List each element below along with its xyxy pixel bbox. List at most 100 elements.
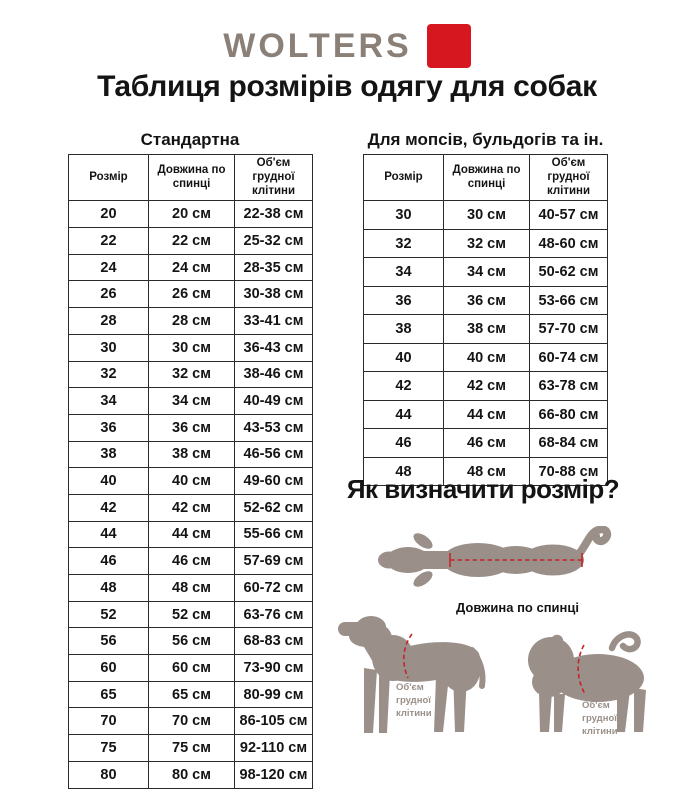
size-row: 44 44 см 66-80 см [363,399,608,430]
size-cell: 80 см [148,760,235,789]
size-cell: 26 [68,280,149,309]
size-cell: 73-90 см [234,654,313,682]
standard-table-title: Стандартна [140,130,240,149]
column-header: Об'єм грудної клітини [234,153,313,202]
size-row: 52 52 см 63-76 см [68,600,313,629]
size-row: 38 38 см 57-70 см [363,314,608,344]
size-cell: 34 см [443,257,530,287]
size-row: 32 32 см 48-60 см [363,228,608,259]
size-cell: 46 см [148,547,235,576]
size-cell: 63-78 см [529,371,608,401]
size-cell: 55-66 см [234,520,313,549]
size-cell: 43-53 см [234,413,313,442]
size-cell: 30-38 см [234,280,313,309]
size-cell: 56 см [148,627,235,656]
size-row: 36 36 см 43-53 см [68,413,313,442]
size-row: 38 38 см 46-56 см [68,440,313,469]
size-cell: 30 [68,333,149,362]
brand-logo-mark-icon [426,24,471,68]
size-cell: 70-88 см [529,456,608,487]
size-cell: 34 см [148,387,235,415]
size-cell: 40 см [148,467,235,495]
size-row: 48 48 см 60-72 см [68,574,313,602]
column-header: Об'єм грудної клітини [529,153,608,202]
size-row: 30 30 см 40-57 см [363,200,608,230]
size-row: 34 34 см 50-62 см [363,257,608,287]
size-row: 32 32 см 38-46 см [68,360,313,389]
size-cell: 24 см [148,253,235,282]
pugs-table-body: 30 30 см 40-57 см 32 32 см 48-60 см 34 34 см 50-… [363,200,608,487]
size-cell: 38-46 см [234,360,313,389]
size-cell: 44 [68,520,149,549]
size-cell: 48 [68,574,149,602]
size-cell: 36 см [443,285,530,316]
back-length-measure-line [449,553,583,567]
size-cell: 80 [68,760,149,789]
size-cell: 30 см [148,333,235,362]
size-cell: 42 см [148,493,235,522]
size-cell: 46 [68,547,149,576]
size-cell: 49-60 см [234,467,313,495]
size-cell: 46 см [443,428,530,458]
size-cell: 75 см [148,734,235,762]
size-row: 40 40 см 49-60 см [68,467,313,495]
size-cell: 60 [68,654,149,682]
size-cell: 44 см [443,399,530,430]
standard-size-table: Розмір Довжина по спинці Об'єм грудної клі… [68,153,313,789]
size-cell: 22 [68,227,149,255]
size-cell: 68-84 см [529,428,608,458]
size-cell: 52-62 см [234,493,313,522]
pugs-size-table: Розмір Довжина по спинці Об'єм грудної клі… [363,153,608,487]
size-row: 46 46 см 57-69 см [68,547,313,576]
size-row: 80 80 см 98-120 см [68,760,313,789]
column-header: Розмір [363,153,444,202]
size-cell: 46-56 см [234,440,313,469]
size-cell: 38 см [148,440,235,469]
size-cell: 42 [363,371,444,401]
size-row: 22 22 см 25-32 см [68,227,313,255]
size-row: 24 24 см 28-35 см [68,253,313,282]
column-header: Розмір [68,153,149,202]
size-cell: 28 см [148,307,235,335]
size-cell: 40 [363,342,444,373]
header-row: Розмір Довжина по спинці Об'єм грудної клі… [68,153,313,202]
size-cell: 48 см [148,574,235,602]
size-row: 28 28 см 33-41 см [68,307,313,335]
size-cell: 92-110 см [234,734,313,762]
size-cell: 50-62 см [529,257,608,287]
size-cell: 38 [363,314,444,344]
size-cell: 36 [68,413,149,442]
standing-dog-icon [338,616,486,733]
size-cell: 70 [68,707,149,736]
size-row: 70 70 см 86-105 см [68,707,313,736]
size-cell: 36-43 см [234,333,313,362]
size-row: 42 42 см 52-62 см [68,493,313,522]
size-row: 75 75 см 92-110 см [68,734,313,762]
size-cell: 56 [68,627,149,656]
size-row: 65 65 см 80-99 см [68,680,313,709]
size-cell: 40-57 см [529,200,608,230]
size-cell: 57-69 см [234,547,313,576]
column-header: Довжина по спинці [443,153,530,202]
size-cell: 38 см [443,314,530,344]
how-to-measure-title: Як визначити розмір? [346,474,620,504]
size-cell: 48 см [443,456,530,487]
size-row: 46 46 см 68-84 см [363,428,608,458]
size-cell: 33-41 см [234,307,313,335]
size-cell: 40 см [443,342,530,373]
brand-header: WOLTERS [0,24,694,68]
size-row: 40 40 см 60-74 см [363,342,608,373]
size-row: 48 48 см 70-88 см [363,456,608,487]
size-cell: 60 см [148,654,235,682]
size-cell: 26 см [148,280,235,309]
brand-logo-text: WOLTERS [223,27,412,65]
size-cell: 98-120 см [234,760,313,789]
size-cell: 66-80 см [529,399,608,430]
size-cell: 38 [68,440,149,469]
pugs-table-header: Розмір Довжина по спинці Об'єм грудної клі… [363,153,608,202]
size-cell: 53-66 см [529,285,608,316]
size-cell: 86-105 см [234,707,313,736]
size-cell: 60-74 см [529,342,608,373]
size-row: 36 36 см 53-66 см [363,285,608,316]
size-row: 26 26 см 30-38 см [68,280,313,309]
